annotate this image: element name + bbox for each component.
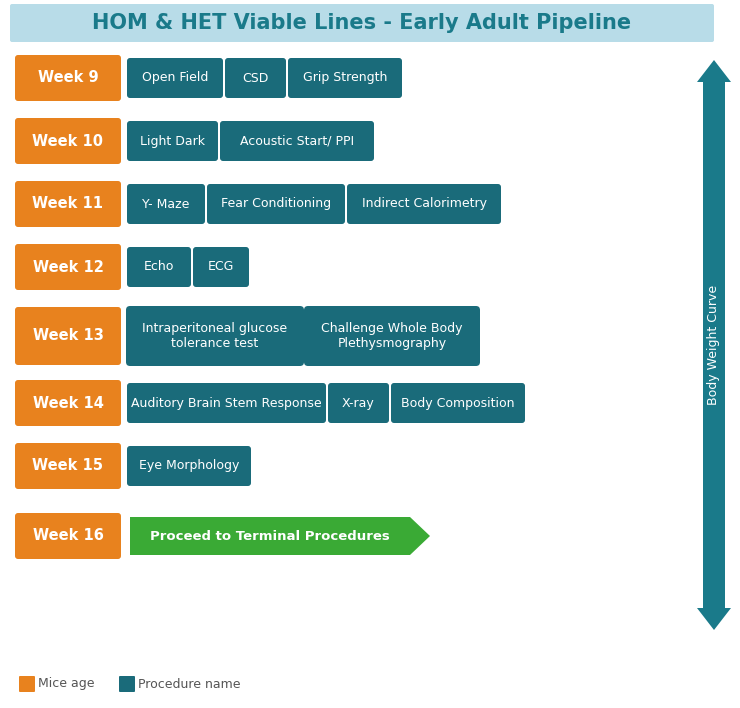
FancyBboxPatch shape [304, 306, 480, 366]
FancyBboxPatch shape [127, 446, 251, 486]
FancyBboxPatch shape [119, 676, 135, 692]
Text: Auditory Brain Stem Response: Auditory Brain Stem Response [131, 396, 322, 409]
FancyBboxPatch shape [127, 383, 326, 423]
Polygon shape [697, 60, 731, 82]
Text: Week 9: Week 9 [38, 71, 98, 86]
FancyBboxPatch shape [288, 58, 402, 98]
FancyBboxPatch shape [19, 676, 35, 692]
Text: Week 13: Week 13 [33, 329, 104, 343]
Text: Grip Strength: Grip Strength [303, 72, 387, 84]
FancyBboxPatch shape [193, 247, 249, 287]
Text: Week 16: Week 16 [33, 528, 104, 544]
FancyBboxPatch shape [15, 513, 121, 559]
Text: HOM & HET Viable Lines - Early Adult Pipeline: HOM & HET Viable Lines - Early Adult Pip… [92, 13, 631, 33]
FancyBboxPatch shape [15, 244, 121, 290]
Text: Echo: Echo [144, 261, 174, 273]
Text: Mice age: Mice age [38, 678, 95, 690]
FancyBboxPatch shape [347, 184, 501, 224]
Text: Fear Conditioning: Fear Conditioning [221, 198, 331, 210]
Text: Week 11: Week 11 [33, 197, 104, 212]
Text: X-ray: X-ray [342, 396, 375, 409]
FancyBboxPatch shape [207, 184, 345, 224]
Text: Acoustic Start/ PPI: Acoustic Start/ PPI [240, 135, 354, 147]
FancyBboxPatch shape [15, 55, 121, 101]
FancyBboxPatch shape [127, 121, 218, 161]
Text: Week 14: Week 14 [33, 396, 104, 411]
FancyBboxPatch shape [126, 306, 304, 366]
FancyBboxPatch shape [15, 118, 121, 164]
Text: Week 15: Week 15 [33, 459, 104, 474]
FancyBboxPatch shape [127, 247, 191, 287]
Bar [703, 82, 725, 608]
Text: ECG: ECG [208, 261, 234, 273]
FancyBboxPatch shape [15, 443, 121, 489]
FancyBboxPatch shape [15, 307, 121, 365]
Text: Indirect Calorimetry: Indirect Calorimetry [362, 198, 486, 210]
Text: Open Field: Open Field [142, 72, 208, 84]
FancyBboxPatch shape [225, 58, 286, 98]
Polygon shape [697, 608, 731, 630]
Text: Intraperitoneal glucose
tolerance test: Intraperitoneal glucose tolerance test [142, 322, 288, 350]
FancyBboxPatch shape [15, 181, 121, 227]
Text: Eye Morphology: Eye Morphology [139, 459, 239, 472]
Text: Week 12: Week 12 [33, 260, 104, 275]
Text: CSD: CSD [242, 72, 269, 84]
FancyBboxPatch shape [391, 383, 525, 423]
Text: Proceed to Terminal Procedures: Proceed to Terminal Procedures [150, 530, 390, 542]
Polygon shape [130, 517, 430, 555]
FancyBboxPatch shape [15, 380, 121, 426]
FancyBboxPatch shape [220, 121, 374, 161]
Text: Body Weight Curve: Body Weight Curve [707, 285, 721, 405]
FancyBboxPatch shape [127, 184, 205, 224]
FancyBboxPatch shape [328, 383, 389, 423]
FancyBboxPatch shape [127, 58, 223, 98]
Text: Procedure name: Procedure name [138, 678, 240, 690]
Text: Challenge Whole Body
Plethysmography: Challenge Whole Body Plethysmography [321, 322, 462, 350]
Text: Y- Maze: Y- Maze [142, 198, 189, 210]
FancyBboxPatch shape [10, 4, 714, 42]
Text: Week 10: Week 10 [33, 134, 104, 149]
Text: Light Dark: Light Dark [140, 135, 205, 147]
Text: Body Composition: Body Composition [401, 396, 515, 409]
